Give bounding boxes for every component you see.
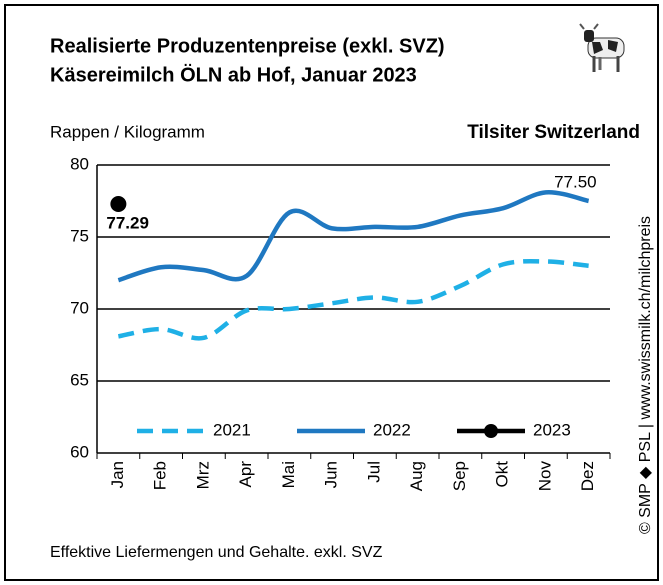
frame <box>4 4 659 581</box>
y-tick-label: 70 <box>70 298 89 317</box>
legend-label: 2023 <box>533 420 571 439</box>
legend-label: 2022 <box>373 420 411 439</box>
chart-title: Realisierte Produzentenpreise (exkl. SVZ… <box>50 35 445 57</box>
cow-icon <box>579 23 625 72</box>
x-tick-label: Apr <box>236 461 255 488</box>
x-tick-label: Dez <box>578 461 597 491</box>
data-label: 77.29 <box>106 214 149 233</box>
y-tick-label: 65 <box>70 370 89 389</box>
x-tick-label: Mrz <box>193 461 212 489</box>
line-series <box>117 258 589 341</box>
product-label: Tilsiter Switzerland <box>467 122 640 143</box>
x-tick-label: Jan <box>108 461 127 488</box>
y-tick-label: 60 <box>70 442 89 461</box>
x-tick-label: Aug <box>407 461 426 491</box>
chart-subtitle: Käsereimilch ÖLN ab Hof, Januar 2023 <box>50 63 417 86</box>
source: © SMP ◆ PSL | www.swissmilk.ch/milchprei… <box>637 216 654 534</box>
data-label: 77.50 <box>554 172 597 191</box>
y-axis-label: Rappen / Kilogramm <box>50 122 205 141</box>
x-tick-label: Nov <box>535 461 554 492</box>
point <box>110 196 127 213</box>
footnote: Effektive Liefermengen und Gehalte. exkl… <box>50 544 383 561</box>
legend-label: 2021 <box>213 420 251 439</box>
x-tick-label: Sep <box>450 461 469 491</box>
x-tick-label: Feb <box>151 461 170 490</box>
x-tick-label: Jul <box>364 461 383 483</box>
x-tick-label: Jun <box>322 461 341 488</box>
x-tick-label: Mai <box>279 461 298 488</box>
x-tick-label: Okt <box>493 461 512 488</box>
legend-marker <box>484 424 498 438</box>
y-tick-label: 75 <box>70 226 89 245</box>
y-tick-label: 80 <box>70 154 89 173</box>
line-series <box>117 190 590 283</box>
